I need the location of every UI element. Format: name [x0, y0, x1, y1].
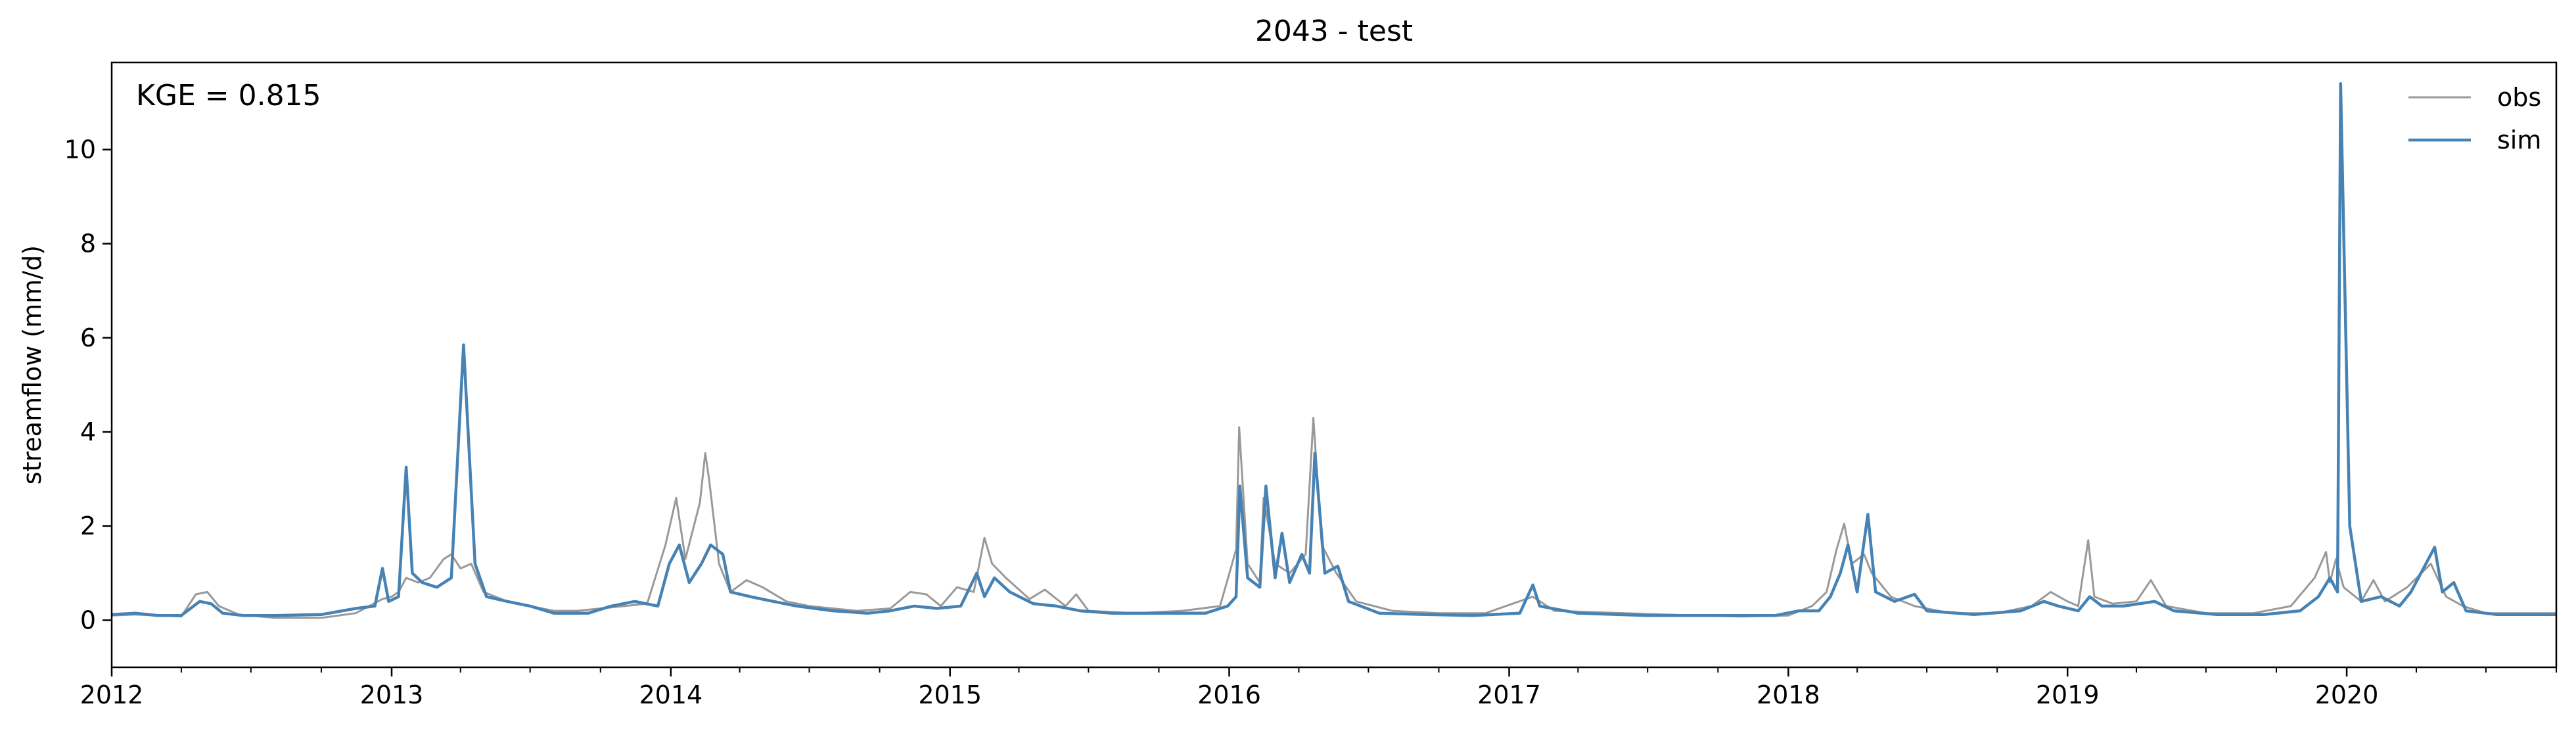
x-tick-label: 2012: [80, 680, 144, 709]
plot-frame: [110, 61, 2558, 669]
x-tick-label: 2014: [639, 680, 702, 709]
series-line-sim: [111, 82, 2556, 617]
x-tick-label: 2013: [360, 680, 424, 709]
x-tick-label: 2016: [1197, 680, 1261, 709]
y-tick-label: 6: [80, 323, 96, 352]
series-layer: [111, 82, 2556, 619]
kge-annotation: KGE = 0.815: [136, 79, 321, 112]
legend-label-sim: sim: [2497, 126, 2541, 154]
legend-label-obs: obs: [2497, 83, 2541, 112]
y-tick-label: 0: [80, 605, 96, 634]
y-axis-label: streamflow (mm/d): [18, 245, 47, 485]
y-axis: 0 2 4 6 8 10: [64, 135, 112, 634]
x-axis: 2012 2013 2014 2015 2016 2017 2018 2019 2020: [80, 667, 2557, 709]
x-tick-label: 2019: [2036, 680, 2100, 709]
y-tick-label: 10: [64, 135, 96, 164]
x-tick-label: 2018: [1757, 680, 1820, 709]
x-tick-label: 2017: [1477, 680, 1541, 709]
x-tick-label: 2020: [2315, 680, 2379, 709]
chart-title: 2043 - test: [1255, 14, 1413, 48]
y-tick-label: 4: [80, 417, 96, 446]
y-tick-label: 8: [80, 229, 96, 258]
series-line-obs: [111, 417, 2556, 619]
x-tick-label: 2015: [918, 680, 982, 709]
legend: obs sim: [2408, 83, 2541, 154]
plot-area: [110, 61, 2558, 669]
y-tick-label: 2: [80, 511, 96, 540]
